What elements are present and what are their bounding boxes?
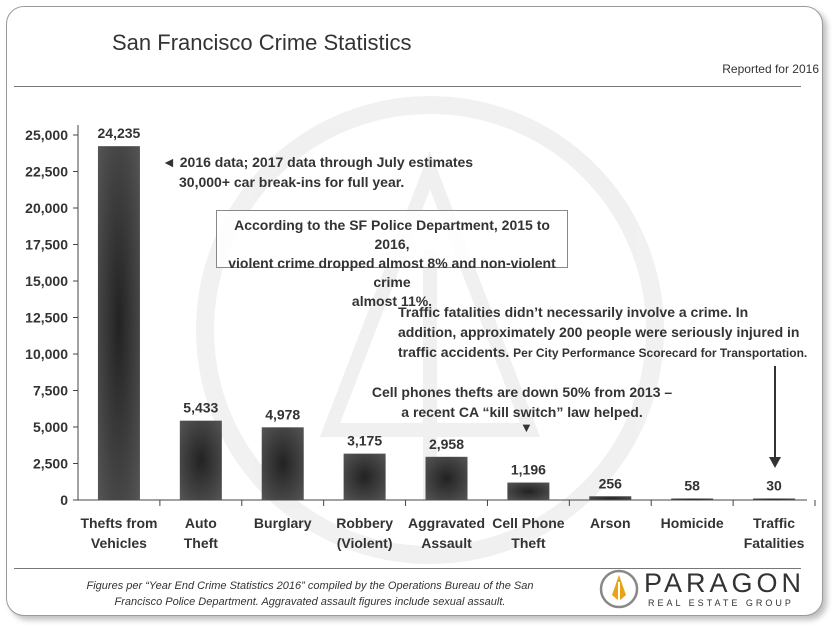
bar-value-label: 4,978 [265,406,300,422]
x-tick-label: Cell Phone [492,515,565,531]
bar-value-label: 1,196 [511,462,546,478]
bottom-divider [14,568,801,569]
footer-line2: Francisco Police Department. Aggravated … [114,596,506,608]
y-tick-label: 15,000 [25,273,68,289]
thefts-note-line1: ◄ 2016 data; 2017 data through July esti… [162,154,474,170]
traffic-note-line2: addition, approximately 200 people were … [398,324,800,340]
bar-value-label: 2,958 [429,436,464,452]
bar [343,453,386,500]
bar-value-label: 5,433 [183,400,218,416]
reported-label: Reported for 2016 [722,62,819,76]
traffic-note-line3: traffic accidents. Per City Performance … [398,342,810,363]
y-axis: 0 2,500 5,000 7,500 10,000 12,500 15,000 17,500… [25,125,816,508]
traffic-note-source: Per City Performance Scorecard for Trans… [513,346,808,360]
box-note-line1: According to the SF Police Department, 2… [234,217,550,252]
bars [97,146,796,500]
traffic-note-line1: Traffic fatalities didn’t necessarily in… [398,304,749,320]
bar [179,420,222,500]
x-tick-label: Assault [421,535,472,551]
logo-subtitle: REAL ESTATE GROUP [648,598,794,608]
x-tick-label: Thefts from [80,515,157,531]
logo-name: PARAGON [644,568,806,598]
y-tick-label: 2,500 [33,456,68,472]
x-tick-label: Robbery [336,515,393,531]
x-tick-label: Traffic [753,515,795,531]
cell-note-line1: Cell phones thefts are down 50% from 201… [371,384,673,400]
x-tick-label: Theft [184,535,219,551]
paragon-logo: PARAGON REAL ESTATE GROUP [598,568,808,609]
bar-value-label: 30 [766,478,782,494]
traffic-note: Traffic fatalities didn’t necessarily in… [398,302,810,363]
x-tick-label: Arson [590,515,630,531]
thefts-note: ◄ 2016 data; 2017 data through July esti… [162,152,473,192]
bar [671,498,714,500]
y-tick-label: 25,000 [25,127,68,143]
y-tick-label: 12,500 [25,310,68,326]
bar [589,496,632,500]
x-tick-label: Burglary [254,515,312,531]
y-tick-label: 20,000 [25,200,68,216]
x-tick-label: Auto [185,515,217,531]
cell-note-line2: a recent CA “kill switch” law helped. [401,404,643,420]
box-note-line2: violent crime dropped almost 8% and non-… [228,255,556,290]
bar [261,427,304,500]
bar-value-label: 256 [599,475,623,491]
watermark-logo [196,96,664,564]
x-tick-label: Vehicles [91,535,147,551]
y-tick-label: 7,500 [33,383,68,399]
x-tick-label: (Violent) [337,535,393,551]
chart-frame [6,6,823,616]
footer-line1: Figures per “Year End Crime Statistics 2… [86,580,534,592]
violent-crime-note: According to the SF Police Department, 2… [216,210,568,309]
traffic-arrow [769,366,781,468]
thefts-note-line2: 30,000+ car break-ins for full year. [179,174,405,190]
x-tick-label: Fatalities [744,535,805,551]
x-tick-label: Homicide [661,515,724,531]
box-note-line3: almost 11%. [351,293,433,309]
paragon-emblem-icon [599,569,639,609]
x-axis-labels: Thefts from Vehicles Auto Theft Burglary Robb… [80,515,804,551]
bar-value-label: 3,175 [347,433,382,449]
bar [507,482,550,500]
y-tick-label: 0 [60,492,68,508]
traffic-note-line3a: traffic accidents. [398,344,510,360]
value-labels: 24,235 5,433 4,978 3,175 2,958 1,196 256 58 30 [98,125,783,493]
top-divider [14,86,801,87]
bar [97,146,140,500]
bar-value-label: 24,235 [98,125,141,141]
x-tick-label: Theft [511,535,546,551]
x-tick-label: Aggravated [408,515,485,531]
page-title: San Francisco Crime Statistics [112,30,412,55]
cell-arrow-icon: ▼ [520,420,533,435]
bar [753,498,796,500]
bar-value-label: 58 [684,478,700,494]
cell-phone-note: Cell phones thefts are down 50% from 201… [352,382,692,422]
y-tick-label: 10,000 [25,346,68,362]
y-tick-label: 5,000 [33,419,68,435]
y-tick-label: 22,500 [25,164,68,180]
bar [425,456,468,500]
footer-note: Figures per “Year End Crime Statistics 2… [40,578,580,610]
y-tick-label: 17,500 [25,237,68,253]
